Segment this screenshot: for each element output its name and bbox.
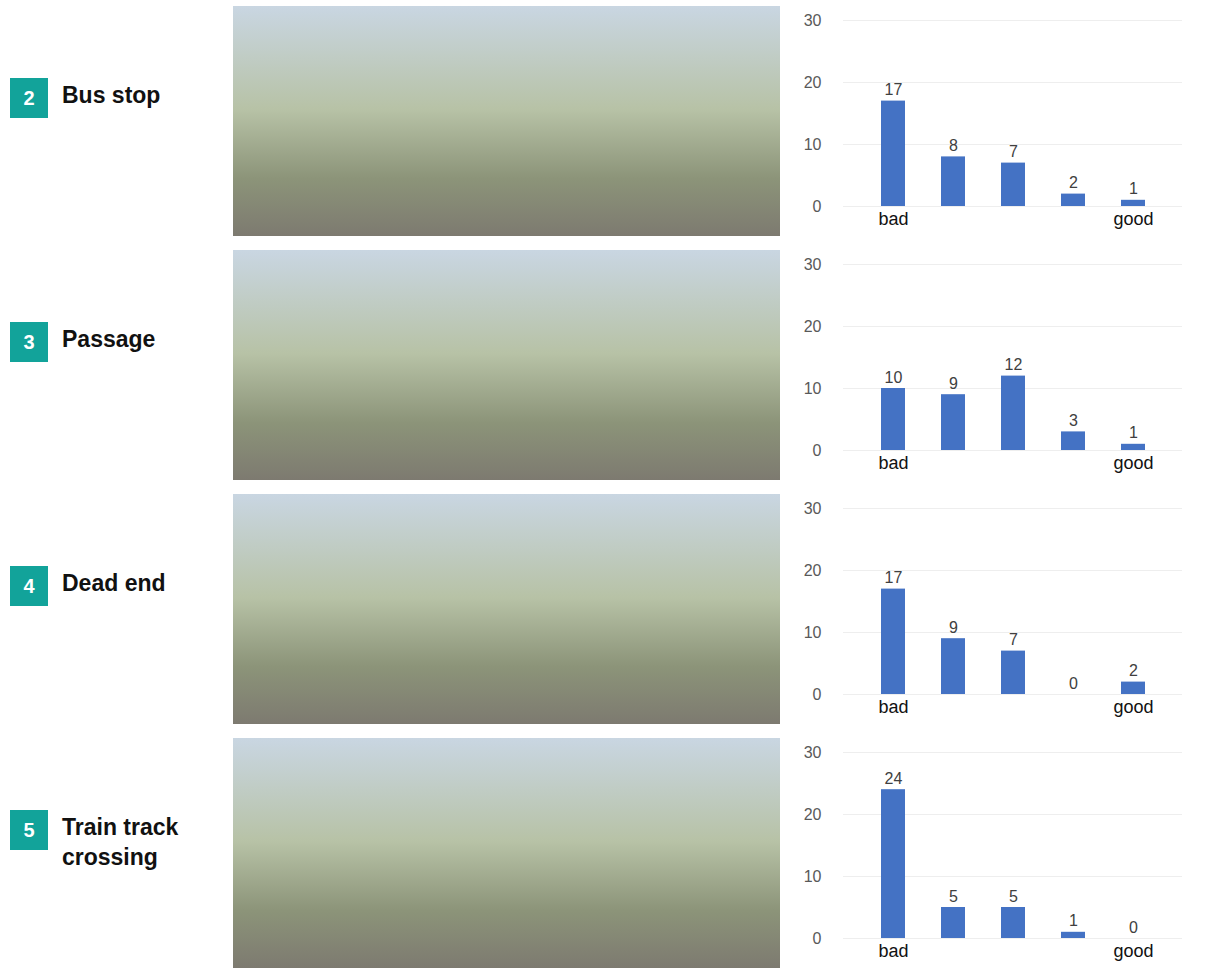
svg-text:10: 10 xyxy=(885,369,903,386)
svg-text:bad: bad xyxy=(878,209,908,229)
svg-text:good: good xyxy=(1113,209,1153,229)
html-text:Passage: Passage xyxy=(62,326,156,352)
svg-text:12: 12 xyxy=(1005,356,1023,373)
svg-text:good: good xyxy=(1113,697,1153,717)
svg-text:24: 24 xyxy=(885,770,903,787)
svg-text:1: 1 xyxy=(1129,424,1138,441)
svg-text:bad: bad xyxy=(878,697,908,717)
html-text:Dead end: Dead end xyxy=(62,570,166,596)
svg-text:0: 0 xyxy=(813,442,822,459)
svg-text:5: 5 xyxy=(949,888,958,905)
svg-text:2: 2 xyxy=(1129,662,1138,679)
svg-text:30: 30 xyxy=(804,500,822,517)
html-text:Train track crossing: Train track crossing xyxy=(62,814,179,870)
svg-text:2: 2 xyxy=(1069,174,1078,191)
svg-text:0: 0 xyxy=(1069,675,1078,692)
svg-text:30: 30 xyxy=(804,256,822,273)
svg-text:10: 10 xyxy=(804,136,822,153)
svg-text:10: 10 xyxy=(804,380,822,397)
svg-text:7: 7 xyxy=(1009,631,1018,648)
svg-text:good: good xyxy=(1113,941,1153,961)
svg-text:20: 20 xyxy=(804,806,822,823)
svg-text:bad: bad xyxy=(878,941,908,961)
svg-text:8: 8 xyxy=(949,137,958,154)
svg-text:3: 3 xyxy=(1069,412,1078,429)
svg-text:0: 0 xyxy=(1129,919,1138,936)
svg-text:1: 1 xyxy=(1069,912,1078,929)
svg-text:17: 17 xyxy=(885,569,903,586)
svg-text:0: 0 xyxy=(813,198,822,215)
html-text:Bus stop: Bus stop xyxy=(62,82,161,108)
svg-text:0: 0 xyxy=(813,686,822,703)
svg-text:9: 9 xyxy=(949,619,958,636)
svg-text:0: 0 xyxy=(813,930,822,947)
svg-text:bad: bad xyxy=(878,453,908,473)
svg-text:7: 7 xyxy=(1009,143,1018,160)
svg-text:20: 20 xyxy=(804,74,822,91)
html-text:2: 2 xyxy=(23,86,35,109)
html-text:3: 3 xyxy=(23,330,35,353)
svg-text:10: 10 xyxy=(804,868,822,885)
svg-text:10: 10 xyxy=(804,624,822,641)
svg-text:9: 9 xyxy=(949,375,958,392)
svg-text:1: 1 xyxy=(1129,180,1138,197)
html-text:4: 4 xyxy=(23,574,35,597)
svg-text:good: good xyxy=(1113,453,1153,473)
html-text:5: 5 xyxy=(23,818,35,841)
svg-text:5: 5 xyxy=(1009,888,1018,905)
svg-text:17: 17 xyxy=(885,81,903,98)
svg-text:20: 20 xyxy=(804,562,822,579)
svg-text:30: 30 xyxy=(804,12,822,29)
svg-text:20: 20 xyxy=(804,318,822,335)
svg-text:30: 30 xyxy=(804,744,822,761)
